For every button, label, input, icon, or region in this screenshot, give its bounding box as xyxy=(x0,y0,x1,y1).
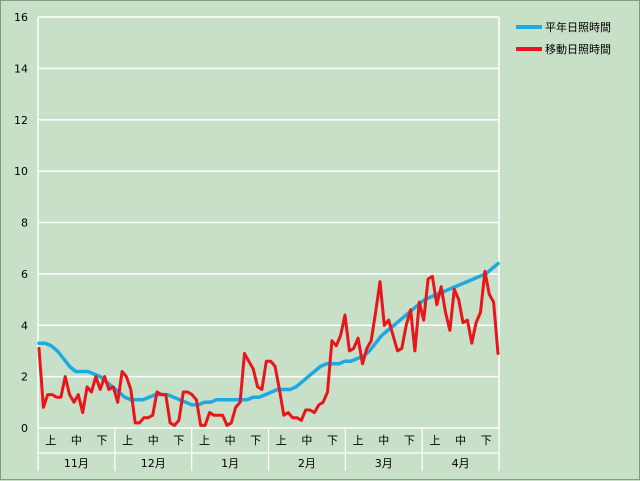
x-tick-label: 下 xyxy=(250,434,261,447)
y-tick-label: 6 xyxy=(21,268,28,281)
x-month-label: 4月 xyxy=(452,457,470,470)
y-tick-label: 14 xyxy=(14,62,28,75)
x-tick-label: 上 xyxy=(199,434,210,447)
x-tick-label: 上 xyxy=(353,434,364,447)
x-month-label: 2月 xyxy=(298,457,316,470)
x-tick-label: 上 xyxy=(122,434,133,447)
y-tick-label: 4 xyxy=(21,319,28,332)
x-tick-label: 上 xyxy=(276,434,287,447)
y-tick-label: 10 xyxy=(14,165,28,178)
y-tick-label: 0 xyxy=(21,422,28,435)
x-tick-label: 下 xyxy=(404,434,415,447)
x-tick-label: 中 xyxy=(455,434,466,447)
series-line xyxy=(37,269,500,427)
x-tick-label: 中 xyxy=(71,434,82,447)
x-month-label: 12月 xyxy=(141,457,166,470)
x-tick-label: 中 xyxy=(148,434,159,447)
legend-label: 移動日照時間 xyxy=(545,42,611,56)
x-tick-label: 上 xyxy=(429,434,440,447)
x-tick-label: 下 xyxy=(481,434,492,447)
legend-label: 平年日照時間 xyxy=(545,20,611,34)
x-month-label: 11月 xyxy=(64,457,89,470)
x-tick-label: 下 xyxy=(327,434,338,447)
x-tick-label: 中 xyxy=(301,434,312,447)
y-tick-label: 2 xyxy=(21,371,28,384)
y-tick-label: 12 xyxy=(14,114,28,127)
x-tick-label: 中 xyxy=(225,434,236,447)
x-month-label: 1月 xyxy=(221,457,239,470)
x-tick-label: 上 xyxy=(45,434,56,447)
y-tick-label: 8 xyxy=(21,217,28,230)
y-tick-label: 16 xyxy=(14,11,28,24)
x-tick-label: 下 xyxy=(173,434,184,447)
x-tick-label: 中 xyxy=(378,434,389,447)
x-month-label: 3月 xyxy=(375,457,393,470)
x-tick-label: 下 xyxy=(97,434,108,447)
